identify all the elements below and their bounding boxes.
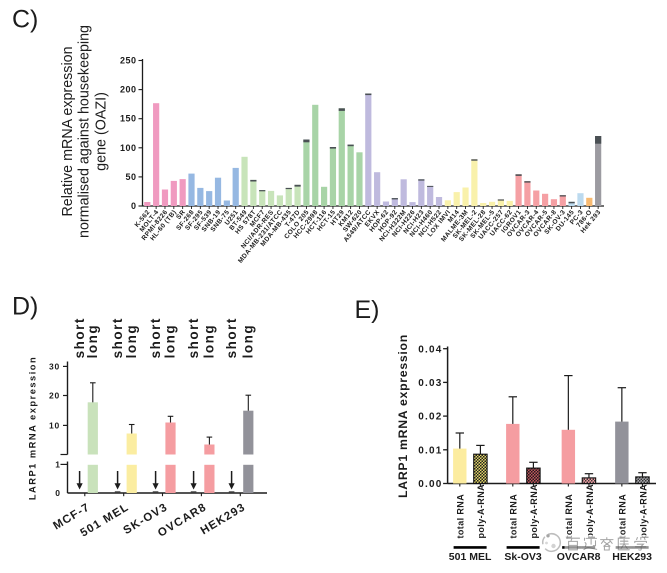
svg-text:poly-A-RNA: poly-A-RNA — [585, 484, 595, 539]
svg-text:Relative mRNA expression: Relative mRNA expression — [60, 46, 76, 216]
svg-text:short: short — [224, 317, 239, 358]
svg-text:0: 0 — [55, 488, 60, 498]
svg-text:20: 20 — [49, 391, 60, 401]
svg-text:short: short — [148, 317, 163, 358]
svg-text:501 MEL: 501 MEL — [449, 551, 492, 563]
svg-text:0: 0 — [131, 201, 137, 211]
svg-text:long: long — [124, 324, 139, 359]
svg-text:poly-A-RNA: poly-A-RNA — [638, 484, 648, 539]
svg-text:long: long — [85, 324, 100, 359]
svg-text:10: 10 — [49, 421, 60, 431]
svg-text:OVCAR8: OVCAR8 — [557, 551, 601, 563]
svg-text:total RNA: total RNA — [564, 494, 574, 539]
svg-text:HEK293: HEK293 — [612, 551, 652, 563]
svg-text:gene (OAZI): gene (OAZI) — [93, 92, 109, 171]
svg-text:D): D) — [12, 293, 38, 321]
svg-text:Sk-OV3: Sk-OV3 — [504, 551, 542, 563]
svg-text:total RNA: total RNA — [456, 494, 466, 539]
svg-text:E): E) — [355, 296, 380, 324]
svg-text:short: short — [72, 317, 87, 358]
svg-text:poly-A-RNA: poly-A-RNA — [529, 484, 539, 539]
svg-text:total RNA: total RNA — [618, 494, 628, 539]
svg-text:0.02: 0.02 — [418, 412, 442, 423]
svg-text:short: short — [110, 317, 125, 358]
svg-text:150: 150 — [120, 114, 137, 124]
svg-text:normalised against housekeepin: normalised against housekeeping — [77, 25, 93, 238]
svg-text:0.00: 0.00 — [418, 479, 442, 490]
svg-text:50: 50 — [125, 172, 136, 182]
svg-text:LARP1 mRNA expression: LARP1 mRNA expression — [28, 356, 38, 500]
svg-text:long: long — [163, 324, 178, 359]
svg-text:1: 1 — [55, 460, 60, 470]
svg-text:30: 30 — [49, 362, 60, 372]
svg-text:short: short — [186, 317, 201, 358]
svg-text:0.03: 0.03 — [418, 378, 442, 389]
svg-text:200: 200 — [120, 85, 137, 95]
svg-text:poly-A-RNA: poly-A-RNA — [476, 484, 486, 539]
svg-text:total RNA: total RNA — [509, 494, 519, 539]
svg-text:long: long — [202, 324, 217, 359]
svg-text:0.04: 0.04 — [418, 344, 442, 355]
svg-text:0.01: 0.01 — [418, 445, 442, 456]
svg-text:C): C) — [12, 6, 38, 34]
svg-text:long: long — [241, 324, 256, 359]
svg-text:250: 250 — [120, 56, 137, 66]
svg-text:100: 100 — [120, 143, 137, 153]
svg-text:LARP1 mRNA expression: LARP1 mRNA expression — [396, 334, 410, 498]
svg-text:SR: SR — [175, 209, 187, 221]
